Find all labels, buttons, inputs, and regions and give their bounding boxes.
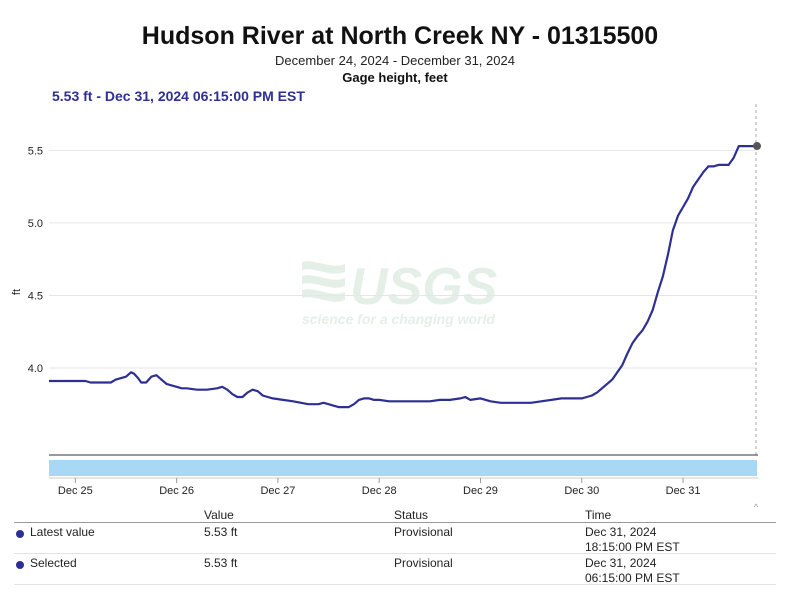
legend-row-date-text: Dec 31, 2024 xyxy=(585,556,657,570)
watermark-brand: USGS xyxy=(350,258,498,316)
y-axis-label: ft xyxy=(11,289,23,295)
x-tick-label: Dec 28 xyxy=(362,485,397,497)
series-dot-icon xyxy=(16,561,24,569)
selected-point-marker[interactable] xyxy=(753,142,761,151)
y-tick-label: 5.0 xyxy=(28,218,43,230)
legend-row-date-text: Dec 31, 2024 xyxy=(585,525,657,539)
legend-row-selected[interactable]: Selected 5.53 ft Provisional Dec 31, 202… xyxy=(14,554,776,585)
legend-header-time: Time xyxy=(585,508,612,522)
y-tick-label: 4.5 xyxy=(28,290,43,302)
legend-row-time-text: 18:15:00 PM EST xyxy=(585,540,680,554)
series-dot-icon xyxy=(16,530,24,538)
legend-table: Value Status Time Latest value 5.53 ft P… xyxy=(14,506,776,585)
legend-row-name: Latest value xyxy=(30,525,95,539)
y-axis: 4.0 4.5 5.0 5.5 xyxy=(28,145,43,375)
chart-title: Hudson River at North Creek NY - 0131550… xyxy=(141,22,659,50)
x-tick-label: Dec 25 xyxy=(58,485,93,497)
y-tick-label: 5.5 xyxy=(28,145,43,157)
date-range: December 24, 2024 - December 31, 2024 xyxy=(275,53,515,68)
x-tick-label: Dec 29 xyxy=(463,485,498,497)
x-tick-label: Dec 27 xyxy=(260,485,295,497)
scroll-up-caret-icon[interactable]: ^ xyxy=(754,502,759,512)
legend-header-status: Status xyxy=(394,508,429,522)
selected-readout: 5.53 ft - Dec 31, 2024 06:15:00 PM EST xyxy=(52,88,305,104)
legend-header: Value Status Time xyxy=(14,506,776,523)
legend-row-value: 5.53 ft xyxy=(204,525,238,539)
x-tick-label: Dec 26 xyxy=(159,485,194,497)
legend-row-time: Dec 31, 2024 06:15:00 PM EST xyxy=(585,556,680,586)
legend-row-status: Provisional xyxy=(394,525,453,539)
parameter-label: Gage height, feet xyxy=(342,70,448,85)
legend-row-time: Dec 31, 2024 18:15:00 PM EST xyxy=(585,525,680,555)
legend-row-latest[interactable]: Latest value 5.53 ft Provisional Dec 31,… xyxy=(14,523,776,554)
legend-row-value: 5.53 ft xyxy=(204,556,238,570)
navigator-range-bar[interactable] xyxy=(49,460,757,476)
x-tick-label: Dec 30 xyxy=(564,485,599,497)
x-tick-label: Dec 31 xyxy=(666,485,701,497)
series-line-gage-height xyxy=(49,145,757,409)
usgs-watermark: USGS science for a changing world xyxy=(302,258,498,327)
legend-header-value: Value xyxy=(204,508,234,522)
x-axis: Dec 25 Dec 26 Dec 27 Dec 28 Dec 29 Dec 30 Dec … xyxy=(58,478,701,497)
legend-row-status: Provisional xyxy=(394,556,453,570)
watermark-tagline: science for a changing world xyxy=(302,311,495,327)
legend-row-time-text: 06:15:00 PM EST xyxy=(585,571,680,585)
gridlines xyxy=(49,149,757,369)
legend-row-name: Selected xyxy=(30,556,77,570)
y-tick-label: 4.0 xyxy=(28,363,43,375)
hydrograph-chart[interactable]: USGS science for a changing world 4.0 4.5… xyxy=(0,0,800,520)
